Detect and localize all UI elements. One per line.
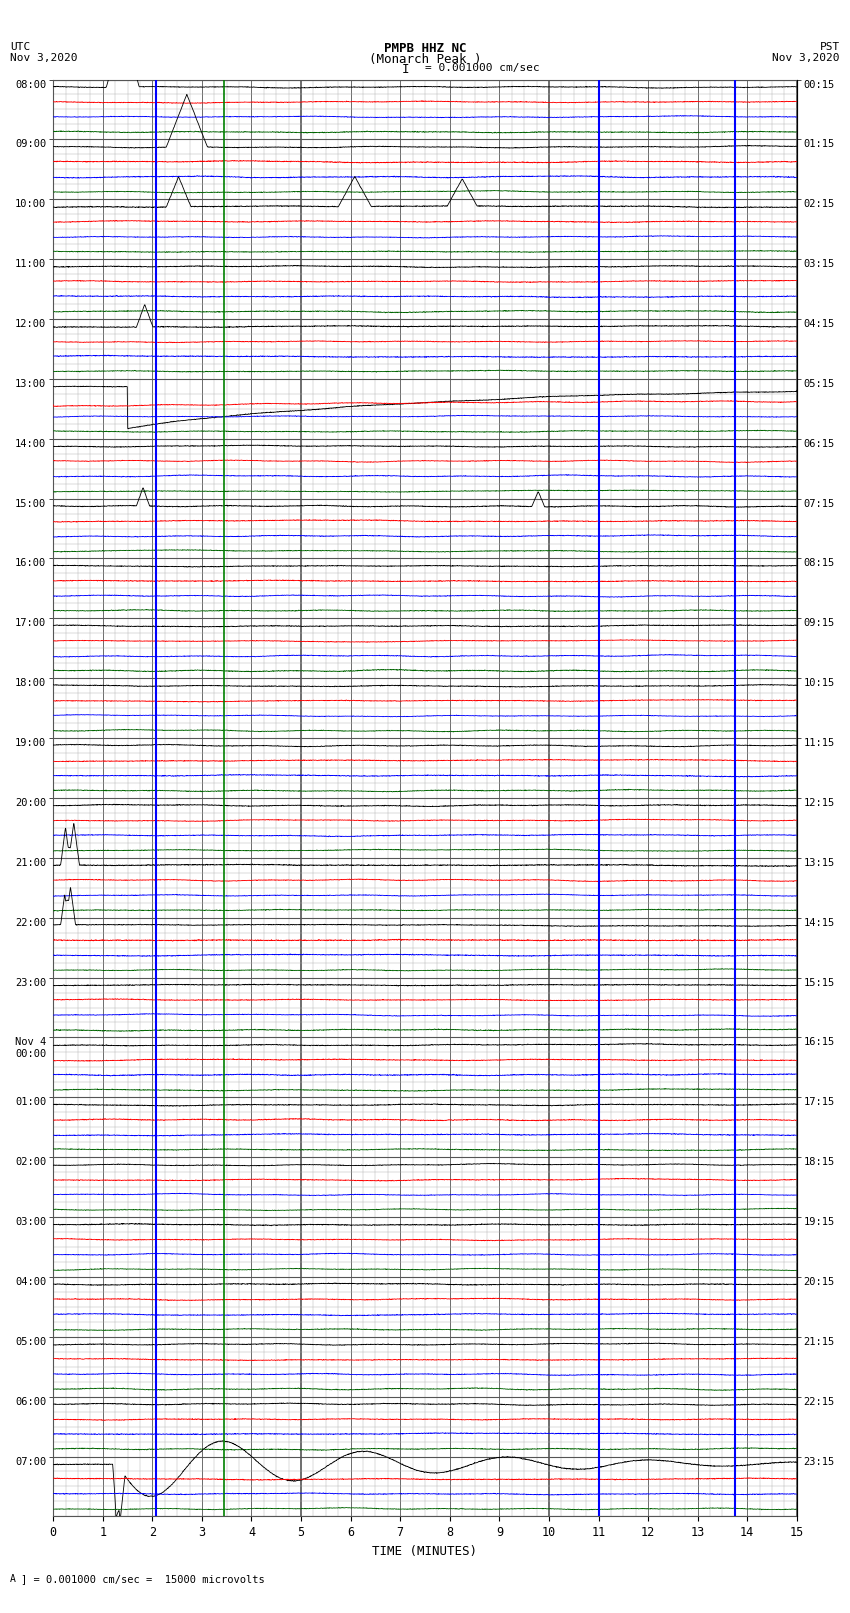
- Text: UTC: UTC: [10, 42, 31, 52]
- Text: ] = 0.001000 cm/sec =  15000 microvolts: ] = 0.001000 cm/sec = 15000 microvolts: [21, 1574, 265, 1584]
- Text: I: I: [402, 63, 409, 76]
- Text: A: A: [10, 1574, 16, 1584]
- Text: Nov 3,2020: Nov 3,2020: [773, 53, 840, 63]
- Text: Nov 3,2020: Nov 3,2020: [10, 53, 77, 63]
- Text: PST: PST: [819, 42, 840, 52]
- Text: PMPB HHZ NC: PMPB HHZ NC: [383, 42, 467, 55]
- Text: = 0.001000 cm/sec: = 0.001000 cm/sec: [425, 63, 540, 73]
- X-axis label: TIME (MINUTES): TIME (MINUTES): [372, 1545, 478, 1558]
- Text: (Monarch Peak ): (Monarch Peak ): [369, 53, 481, 66]
